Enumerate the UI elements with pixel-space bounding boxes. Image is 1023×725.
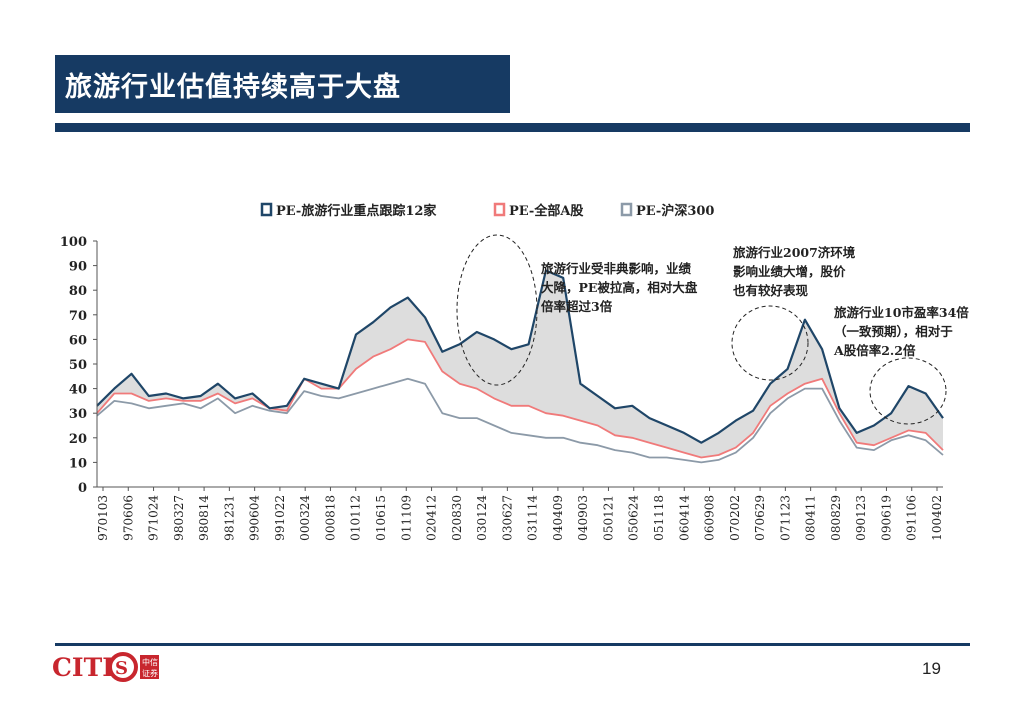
y-tick-label: 50 [69, 358, 87, 373]
series-line-2 [96, 338, 944, 459]
annotation-line: 也有较好表现 [733, 283, 809, 298]
annotation-line: A股倍率2.2倍 [833, 343, 916, 358]
y-tick-label: 100 [60, 235, 87, 250]
x-tick-label: 090123 [854, 495, 868, 541]
legend-label: PE-沪深300 [636, 203, 714, 219]
svg-text:中信: 中信 [142, 657, 158, 667]
x-tick-label: 040903 [576, 495, 590, 541]
y-tick-label: 0 [78, 481, 87, 496]
page-number: 19 [922, 659, 941, 678]
legend-label: PE-全部A股 [509, 203, 583, 219]
x-tick-label: 010615 [374, 495, 388, 541]
x-tick-label: 991022 [273, 495, 287, 541]
annotation-line: 旅游行业2007济环境 [732, 245, 856, 260]
x-tick-label: 011109 [399, 495, 413, 541]
x-tick-label: 010112 [349, 495, 363, 541]
x-tick-label: 020412 [425, 495, 439, 541]
highlight-circle-2007 [731, 305, 809, 381]
x-tick-label: 060414 [677, 495, 691, 541]
series-line-3 [96, 377, 944, 464]
svg-text:证券: 证券 [142, 668, 158, 678]
x-tick-label: 071123 [778, 495, 792, 541]
series-line-1 [96, 269, 944, 444]
legend-swatch [493, 202, 506, 217]
y-tick-label: 30 [69, 407, 87, 422]
y-tick-label: 90 [69, 260, 87, 275]
x-tick-label: 070629 [753, 495, 767, 541]
annotation-line: 倍率超过3倍 [541, 299, 613, 314]
x-tick-label: 980814 [197, 495, 211, 541]
shaded-gap-area [97, 270, 943, 458]
x-tick-label: 040409 [551, 495, 565, 541]
highlight-circle-2003 [456, 234, 538, 386]
title-bar: 旅游行业估值持续高于大盘 [55, 55, 510, 113]
y-tick-label: 60 [69, 333, 87, 348]
x-tick-label: 971024 [147, 495, 161, 541]
y-tick-label: 10 [69, 456, 87, 471]
slide-title: 旅游行业估值持续高于大盘 [65, 72, 401, 103]
top-divider [55, 123, 970, 132]
x-tick-label: 050624 [627, 495, 641, 541]
y-tick-label: 80 [69, 284, 87, 299]
y-tick-label: 20 [69, 432, 87, 447]
legend-label: PE-旅游行业重点跟踪12家 [276, 203, 437, 219]
annotation-line: （一致预期），相对于 [834, 324, 953, 339]
x-tick-label: 990604 [248, 495, 262, 541]
series-lines [96, 269, 944, 464]
annotation-line: 旅游行业受非典影响，业绩 [540, 261, 692, 276]
x-tick-label: 970103 [96, 495, 110, 541]
shaded-area [97, 270, 943, 458]
highlight-circle-2010 [869, 357, 947, 425]
x-tick-label: 980327 [172, 495, 186, 541]
annotation-line: 旅游行业10市盈率34倍 [833, 305, 969, 320]
annotation-line: 大降，PE被拉高，相对大盘 [541, 280, 698, 295]
bottom-divider [55, 643, 970, 646]
x-tick-label: 020830 [450, 495, 464, 541]
citics-logo: CITI S 中信 证券 [52, 652, 159, 682]
y-tick-label: 40 [69, 383, 87, 398]
x-tick-label: 050121 [601, 495, 615, 541]
logo-ring-icon [108, 652, 138, 682]
x-tick-label: 080829 [829, 495, 843, 541]
x-tick-label: 030627 [500, 495, 514, 541]
x-tick-label: 000818 [323, 495, 337, 541]
svg-text:S: S [115, 658, 128, 679]
x-tick-label: 981231 [222, 495, 236, 541]
annotation-line: 影响业绩大增，股价 [733, 264, 846, 279]
x-tick-label: 031114 [526, 495, 540, 541]
chart-axes: 0 10 20 30 40 50 60 70 80 90 100 970103 970606 971024… [60, 235, 944, 541]
x-tick-label: 030124 [475, 495, 489, 541]
x-tick-label: 051118 [652, 495, 666, 541]
x-tick-label: 970606 [121, 495, 135, 541]
logo-badge [140, 655, 159, 679]
y-tick-label: 70 [69, 309, 87, 324]
x-tick-label: 090619 [879, 495, 893, 541]
logo-text: CITI [52, 653, 114, 682]
x-tick-label: 091106 [905, 495, 919, 541]
x-tick-label: 080411 [804, 495, 818, 541]
x-tick-label: 070202 [728, 495, 742, 541]
chart-legend: PE-旅游行业重点跟踪12家 PE-全部A股 PE-沪深300 [260, 202, 714, 219]
x-tick-label: 060908 [703, 495, 717, 541]
x-tick-label: 100402 [930, 495, 944, 541]
legend-swatch [620, 202, 633, 217]
legend-swatch [260, 202, 273, 217]
x-tick-label: 000324 [298, 495, 312, 541]
